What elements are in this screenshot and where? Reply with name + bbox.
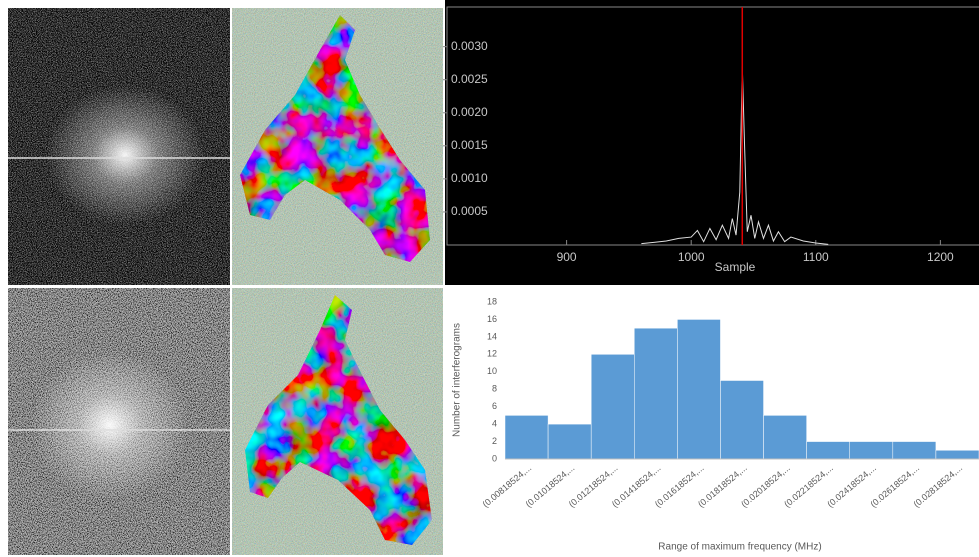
x-tick-label: 900	[557, 250, 577, 264]
spectrum-panel	[445, 0, 979, 285]
y-tick-label: 18	[487, 296, 497, 306]
y-tick-label: 0.0005	[451, 204, 488, 218]
x-axis-label: Range of maximum frequency (MHz)	[658, 542, 821, 553]
bar	[590, 354, 635, 460]
y-tick-label: 12	[487, 349, 497, 359]
bar	[763, 415, 807, 460]
y-tick-label: 0.0030	[451, 39, 488, 53]
speckle-image	[8, 288, 230, 555]
bar	[720, 380, 764, 460]
y-tick-label: 0	[492, 453, 497, 463]
bar	[547, 423, 592, 460]
y-tick-label: 16	[487, 314, 497, 324]
bar	[935, 450, 979, 460]
y-tick-label: 6	[492, 401, 497, 411]
bar	[806, 441, 850, 460]
speckle-image	[8, 8, 230, 285]
y-tick-label: 0.0010	[451, 171, 488, 185]
bar	[504, 415, 549, 460]
x-axis-label: Sample	[715, 260, 756, 274]
bar	[634, 327, 678, 460]
phase-image	[232, 288, 443, 555]
y-tick-label: 2	[492, 436, 497, 446]
bar	[892, 441, 937, 460]
x-tick-label: 1000	[678, 250, 705, 264]
y-tick-label: 8	[492, 384, 497, 394]
bar	[677, 319, 721, 460]
phase-image	[232, 8, 443, 285]
x-tick-label: 1200	[927, 250, 954, 264]
y-axis-label: Number of interferograms	[452, 323, 463, 437]
y-tick-label: 0.0015	[451, 138, 488, 152]
y-tick-label: 0.0025	[451, 72, 488, 86]
y-tick-label: 14	[487, 331, 497, 341]
bar	[849, 441, 894, 460]
y-tick-label: 4	[492, 418, 497, 428]
y-tick-label: 10	[487, 366, 497, 376]
y-tick-label: 0.0020	[451, 105, 488, 119]
x-tick-label: 1100	[803, 250, 829, 264]
plot-frame	[446, 6, 979, 246]
